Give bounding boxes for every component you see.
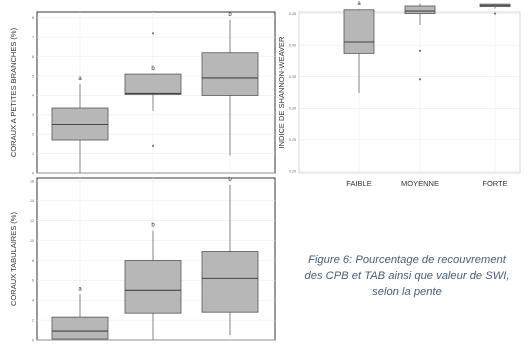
- tab-ytick-label: 2: [32, 318, 34, 322]
- tab-ytick-label: 4: [32, 299, 34, 303]
- figure-caption: Figure 6: Pourcentage de recouvrement de…: [284, 252, 528, 300]
- tab-ytick-label: 0: [32, 338, 34, 342]
- cpb-ytick-label: 1: [32, 152, 34, 156]
- significance-letter: b: [228, 12, 232, 18]
- swi-ytick-label: 0.20: [289, 170, 296, 174]
- caption-line-3: selon la pente: [372, 286, 442, 298]
- iqr-box: [201, 251, 259, 313]
- outlier-point: [151, 144, 155, 147]
- tab-box-faible: a: [51, 286, 109, 340]
- significance-letter: a: [78, 76, 82, 82]
- significance-letter: b: [228, 177, 232, 183]
- tab-ytick-label: 6: [32, 279, 34, 283]
- cpb-ytick-label: 5: [32, 74, 34, 78]
- iqr-box: [404, 5, 436, 14]
- tab-ytick-label: 16: [30, 179, 34, 183]
- tab-box-forte: b: [201, 177, 259, 336]
- swi-box-faible: a: [343, 1, 375, 94]
- cpb-ytick-label: 4: [32, 94, 34, 98]
- swi-panel: 0.20 0.25 0.30 0.35 0.40 0.45 INDICE DE SHANNO…: [277, 0, 521, 188]
- cpb-box-forte: b: [201, 12, 259, 156]
- cpb-ytick-label: 3: [32, 113, 34, 117]
- cpb-ytick-label: 0: [32, 171, 34, 175]
- caption-line-1: Figure 6: Pourcentage de recouvrement: [308, 254, 506, 266]
- swi-ytick-label: 0.25: [289, 138, 296, 142]
- swi-xtick-label: FAIBLE: [346, 179, 371, 188]
- tab-ytick-label: 8: [32, 259, 34, 263]
- cpb-ytick-label: 6: [32, 55, 34, 59]
- tab-ytick-label: 14: [30, 199, 34, 203]
- swi-ytick-label: 0.35: [289, 75, 296, 79]
- significance-letter: a: [357, 1, 361, 7]
- tab-ytick-label: 12: [30, 219, 34, 223]
- significance-letter: a: [78, 286, 82, 292]
- swi-y-axis-label: INDICE DE SHANNON-WEAVER: [277, 36, 286, 149]
- outlier-point: [418, 78, 422, 81]
- cpb-ytick-label: 7: [32, 36, 34, 40]
- cpb-box-faible: a: [51, 76, 109, 173]
- swi-ytick-label: 0.30: [289, 107, 296, 111]
- tab-box-moyenne: b: [124, 223, 182, 340]
- cpb-box-moyenne: b: [124, 32, 182, 147]
- iqr-box: [51, 316, 109, 340]
- significance-letter: b: [493, 0, 497, 1]
- cpb-ytick-label: 2: [32, 133, 34, 137]
- significance-letter: b: [151, 66, 155, 72]
- swi-xtick-label: MOYENNE: [401, 179, 439, 188]
- significance-letter: b: [151, 223, 155, 229]
- iqr-box: [343, 9, 375, 54]
- swi-ytick-label: 0.40: [289, 43, 296, 47]
- swi-frame: [298, 11, 521, 174]
- tab-ytick-label: 10: [30, 239, 34, 243]
- iqr-box: [124, 260, 182, 314]
- swi-box-forte: b: [479, 0, 511, 15]
- outlier-point: [418, 49, 422, 52]
- caption-line-2: des CPB et TAB ainsi que valeur de SWI,: [304, 270, 510, 282]
- significance-letter: a,b: [416, 0, 425, 1]
- swi-ytick-label: 0.45: [289, 12, 296, 16]
- swi-xtick-label: FORTE: [482, 179, 507, 188]
- swi-box-moyenne: a,b: [404, 0, 436, 81]
- iqr-box: [124, 73, 182, 95]
- tab-y-axis-label: CORAUX TABULAIRES (%): [9, 212, 18, 306]
- iqr-box: [201, 52, 259, 96]
- cpb-ytick-label: 8: [32, 16, 34, 20]
- tab-panel: 0 2 4 6 8 10 12 14 16 CORAUX TABULAIRES (%) a b b: [9, 177, 276, 342]
- cpb-panel: 0 1 2 3 4 5 6 7 8 CORAUX A PETITES BRANCHES (%) a b…: [9, 11, 276, 175]
- outlier-point: [151, 32, 155, 35]
- outlier-point: [493, 12, 497, 15]
- cpb-y-axis-label: CORAUX A PETITES BRANCHES (%): [9, 27, 18, 157]
